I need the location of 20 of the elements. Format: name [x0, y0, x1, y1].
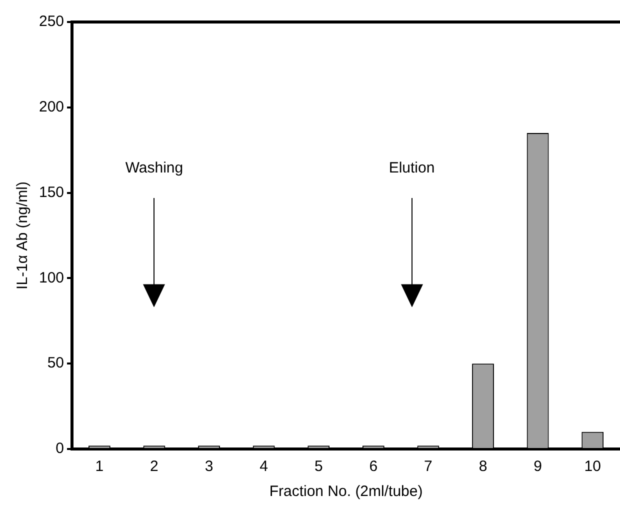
- x-tick-label: 2: [150, 458, 158, 476]
- x-tick-label: 4: [260, 458, 268, 476]
- y-tick-label: 50: [47, 354, 64, 372]
- y-tick-label: 0: [56, 440, 64, 458]
- y-tick-label: 250: [38, 13, 64, 30]
- y-tick-label: 100: [38, 269, 64, 286]
- x-tick-label: 7: [424, 458, 432, 476]
- annotation: Elution: [388, 159, 435, 176]
- x-tick-label: 8: [478, 458, 488, 476]
- y-axis-title: IL-1α Ab (ng/ml): [14, 182, 32, 290]
- x-tick-label: 9: [534, 458, 542, 476]
- x-tick-label: 1: [95, 458, 104, 476]
- x-tick-label: 10: [584, 458, 601, 476]
- y-tick-label: 200: [38, 98, 64, 116]
- y-tick-label: 150: [38, 184, 64, 201]
- x-tick-label: 5: [314, 458, 323, 476]
- x-axis-title: Fraction No. (2ml/tube): [269, 483, 423, 500]
- annotation: Washing: [125, 159, 184, 176]
- x-tick-label: 3: [204, 458, 214, 476]
- x-tick-label: 6: [369, 458, 378, 476]
